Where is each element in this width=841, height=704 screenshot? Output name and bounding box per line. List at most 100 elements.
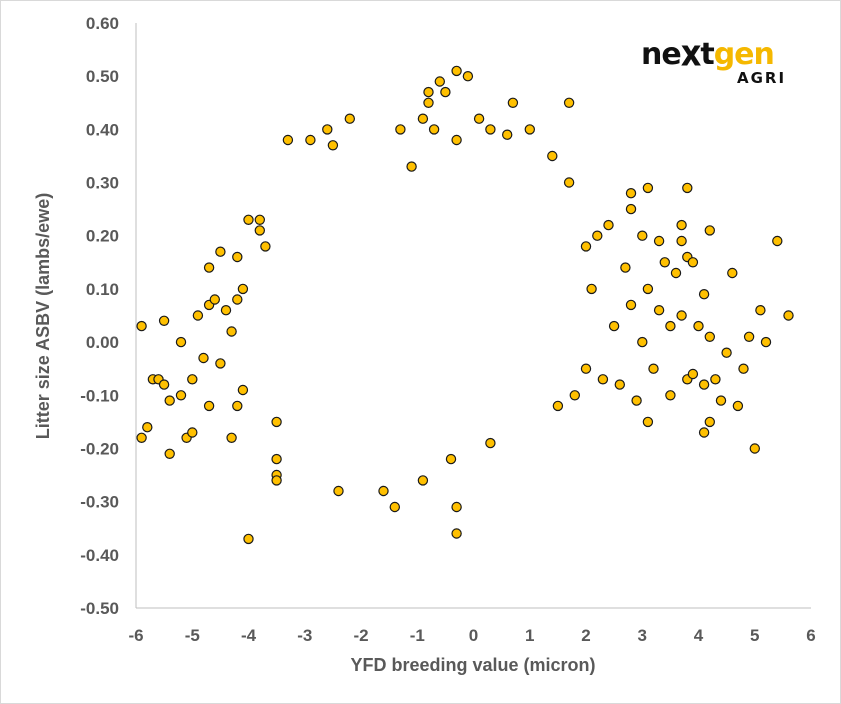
- x-tick-label: -5: [185, 626, 200, 645]
- data-point: [333, 485, 344, 497]
- data-point: [563, 97, 575, 109]
- data-point: [772, 235, 783, 247]
- data-point: [743, 331, 755, 342]
- y-tick-label: -0.40: [80, 546, 119, 565]
- x-tick-label: -6: [128, 626, 143, 645]
- data-point: [749, 443, 761, 454]
- data-point: [445, 453, 457, 465]
- data-point: [755, 305, 766, 316]
- y-tick-label: 0.00: [86, 333, 119, 352]
- data-point: [676, 310, 687, 321]
- data-point: [642, 283, 654, 295]
- data-point: [665, 390, 676, 401]
- data-point: [254, 225, 265, 236]
- data-point: [282, 134, 294, 146]
- data-point: [232, 251, 243, 263]
- data-point: [738, 363, 749, 374]
- data-point: [209, 294, 220, 305]
- data-point: [732, 400, 744, 412]
- logo-text-t: t: [700, 37, 714, 72]
- x-tick-label: 3: [638, 626, 647, 645]
- data-point: [625, 299, 637, 311]
- data-point: [451, 501, 462, 513]
- data-point: [710, 374, 721, 385]
- data-point: [676, 235, 687, 247]
- data-point: [614, 379, 626, 390]
- data-point: [653, 305, 665, 316]
- nextgen-agri-logo: nextgen AGRI: [641, 31, 791, 93]
- data-point: [552, 400, 564, 412]
- data-point: [760, 336, 772, 348]
- data-point: [237, 283, 249, 295]
- x-axis-title: YFD breeding value (micron): [350, 655, 595, 675]
- data-point: [395, 124, 406, 135]
- data-point: [670, 267, 682, 279]
- data-point: [642, 182, 654, 194]
- data-point: [625, 203, 637, 215]
- logo-dna-x: x: [680, 31, 702, 75]
- data-point: [428, 124, 440, 135]
- data-point: [226, 326, 237, 337]
- data-point: [597, 374, 609, 385]
- data-point: [271, 416, 282, 428]
- data-point: [260, 241, 271, 252]
- data-point: [271, 453, 282, 465]
- data-point: [620, 262, 631, 273]
- data-point: [440, 86, 451, 98]
- data-point: [783, 310, 794, 321]
- x-tick-label: 1: [525, 626, 534, 645]
- data-point: [175, 336, 187, 348]
- data-point: [704, 225, 716, 236]
- data-point: [136, 432, 147, 443]
- data-point: [693, 320, 704, 332]
- data-point: [631, 395, 642, 406]
- data-point: [164, 395, 175, 406]
- data-point: [271, 475, 282, 486]
- data-point: [642, 416, 654, 428]
- data-point: [305, 134, 316, 146]
- data-point: [232, 294, 243, 305]
- data-point: [378, 485, 389, 497]
- data-point: [136, 320, 147, 332]
- y-tick-label: 0.20: [86, 227, 119, 246]
- y-tick-label: -0.10: [80, 386, 119, 405]
- data-point: [451, 134, 462, 146]
- data-point: [322, 124, 333, 135]
- data-point: [569, 390, 581, 401]
- x-tick-labels: -6 -5 -4 -3 -2 -1 0 1 2 3 4 5 6: [128, 626, 815, 645]
- data-point: [665, 320, 676, 332]
- data-point: [682, 182, 693, 194]
- y-tick-label: 0.30: [86, 174, 119, 193]
- data-point: [158, 379, 170, 390]
- data-point: [698, 379, 710, 390]
- data-point: [175, 390, 187, 401]
- data-point: [727, 267, 738, 279]
- x-tick-label: 2: [581, 626, 590, 645]
- data-point: [417, 475, 429, 486]
- x-tick-label: -2: [353, 626, 368, 645]
- data-point: [158, 315, 170, 326]
- data-point: [625, 187, 637, 199]
- data-point: [187, 427, 198, 438]
- data-point: [603, 219, 614, 231]
- data-point: [586, 283, 597, 295]
- data-point: [254, 214, 265, 225]
- data-point: [659, 257, 671, 268]
- data-point: [715, 395, 727, 406]
- y-tick-label: 0.60: [86, 14, 119, 33]
- data-point: [203, 262, 215, 273]
- data-point: [580, 241, 592, 252]
- logo-text-ne: ne: [641, 37, 682, 72]
- data-point: [237, 384, 249, 396]
- data-point: [592, 230, 603, 241]
- y-tick-label: 0.40: [86, 120, 119, 139]
- data-point: [198, 352, 209, 364]
- data-point: [704, 416, 716, 428]
- data-point: [423, 97, 434, 109]
- y-axis-title: Litter size ASBV (lambs/ewe): [33, 193, 53, 439]
- data-point: [547, 150, 558, 162]
- y-tick-labels: -0.50 -0.40 -0.30 -0.20 -0.10 0.00 0.10 0.20 0.3…: [80, 14, 119, 618]
- data-point: [187, 374, 198, 385]
